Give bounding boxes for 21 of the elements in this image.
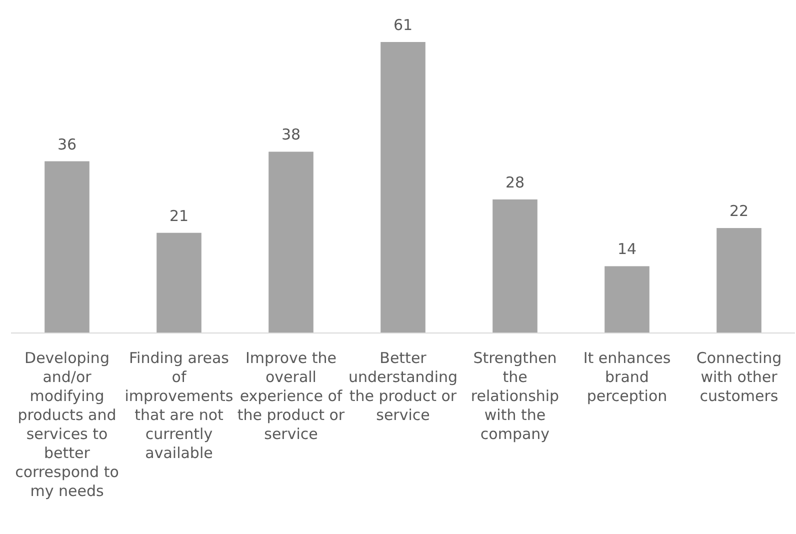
data-label: 28: [505, 173, 525, 192]
data-label: 38: [281, 126, 301, 144]
bar: [44, 161, 90, 333]
bar: [156, 232, 202, 333]
bar: [604, 266, 650, 333]
data-label: 22: [729, 202, 749, 220]
x-tick-label: Connecting with other customers: [696, 349, 782, 405]
x-tick-label: Finding areas of improvements that are not currently available: [124, 349, 234, 462]
data-label: 36: [57, 135, 77, 154]
x-tick-label: It enhances brand perception: [583, 349, 671, 405]
bar: [716, 228, 762, 333]
x-tick-label: Better understanding the product or service: [348, 349, 458, 424]
bar: [492, 199, 538, 333]
data-label: 61: [393, 16, 413, 34]
x-tick-label: Developing and/or modifying products and services to better correspond to my needs: [15, 349, 119, 500]
data-label: 14: [617, 240, 637, 258]
bar: [268, 152, 314, 333]
x-tick-label: Strengthen the relationship with the company: [470, 349, 560, 443]
data-label: 21: [169, 206, 189, 225]
bar: [380, 42, 426, 333]
x-tick-label: Improve the overall experience of the product or service: [237, 349, 346, 443]
